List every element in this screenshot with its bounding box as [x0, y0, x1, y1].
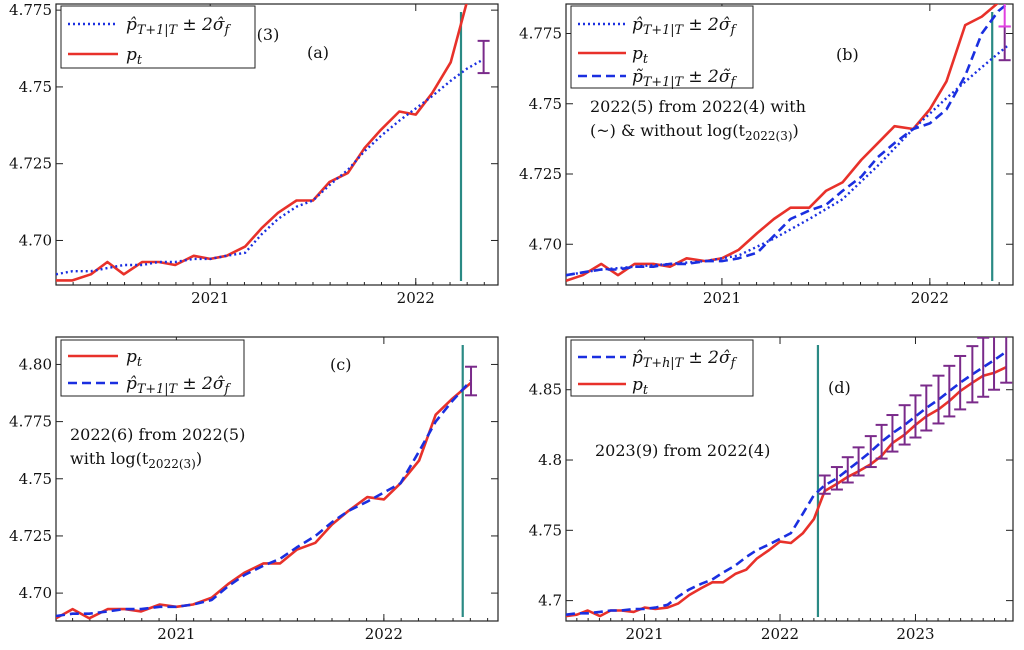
error-bar: [1000, 337, 1013, 384]
y-tick-label: 4.725: [9, 527, 52, 545]
legend-label: pt: [126, 347, 143, 370]
error-bar: [830, 466, 843, 491]
x-tick-label: 2021: [625, 625, 663, 643]
error-bar: [477, 39, 490, 75]
y-tick-label: 4.725: [9, 155, 52, 173]
y-tick-label: 4.70: [529, 235, 562, 253]
series-line-solid: [566, 4, 999, 283]
legend-label: pt: [632, 375, 649, 398]
legend-box: [570, 5, 754, 89]
legend-box: [570, 339, 754, 397]
y-tick-label: 4.8: [538, 451, 562, 469]
y-tick-label: 4.75: [19, 78, 52, 96]
x-tick-label: 2023: [896, 625, 934, 643]
legend: pt p̂T+1|T ± 2σ̂f: [60, 339, 245, 397]
chart-panel-d: 4.7 4.75 4.8 4.85 2021 2022 2023 (d) 2023(9) fro…: [529, 336, 1014, 643]
error-bar: [977, 337, 990, 398]
legend: p̂T+1|T ± 2σ̂f pt: [60, 5, 256, 69]
error-bar: [852, 446, 865, 477]
x-tick-label: 2021: [191, 289, 229, 307]
plot-area: [566, 337, 1013, 618]
error-bar: [932, 374, 945, 425]
panel-label: (a): [307, 43, 329, 62]
annotation-text: 2022(6) from 2022(5): [70, 425, 245, 444]
error-bar: [886, 414, 899, 453]
error-bar: [875, 423, 888, 460]
legend-label: pt: [126, 45, 143, 68]
legend: p̂T+1|T ± 2σ̂f ptp̃T+1|T ± 2σ̃f: [570, 5, 754, 90]
series-line-dashed: [566, 4, 1010, 277]
chart-panel-b: 4.70 4.725 4.75 4.775 2021 2022 (b) 2022(5) fro…: [519, 3, 1014, 307]
plot-area: [56, 345, 478, 620]
y-tick-label: 4.85: [529, 381, 562, 399]
x-tick-label: 2022: [761, 625, 799, 643]
legend-label: pt: [632, 44, 649, 67]
panel-label: (c): [330, 355, 351, 374]
annotation-text: 2023(9) from 2022(4): [595, 441, 770, 460]
y-tick-label: 4.75: [19, 470, 52, 488]
legend-box: [60, 339, 245, 397]
legend-box: [60, 5, 256, 69]
error-bar: [988, 337, 1001, 391]
chart-panel-c: 4.70 4.725 4.75 4.775 4.80 2021 2022 (c) 2022(6)…: [9, 336, 499, 643]
error-bar: [818, 474, 831, 495]
y-tick-label: 4.775: [519, 25, 562, 43]
y-tick-label: 4.7: [538, 592, 562, 610]
legend-label: p̃T+1|T ± 2σ̃f: [632, 67, 737, 90]
legend-label: p̂T+1|T ± 2σ̂f: [126, 374, 231, 397]
panel-label: (b): [836, 45, 859, 64]
error-bar: [898, 404, 911, 446]
legend-label: p̂T+1|T ± 2σ̂f: [632, 15, 737, 38]
error-bar: [998, 4, 1011, 28]
error-bar: [909, 394, 922, 439]
legend-label: p̂T+h|T ± 2σ̂f: [632, 348, 738, 371]
y-tick-label: 4.775: [9, 413, 52, 431]
annotation-text: with log(t2022(3)): [70, 449, 202, 471]
y-tick-label: 4.70: [19, 584, 52, 602]
legend: p̂T+h|T ± 2σ̂f pt: [570, 339, 754, 398]
legend-label: p̂T+1|T ± 2σ̂f: [126, 15, 231, 38]
y-tick-label: 4.75: [529, 521, 562, 539]
plot-area: [56, 4, 490, 282]
error-bar: [465, 365, 478, 397]
error-bar: [954, 354, 967, 411]
error-bar: [841, 456, 854, 484]
series-line-solid: [56, 4, 468, 282]
x-tick-label: 2021: [703, 289, 741, 307]
y-tick-label: 4.725: [519, 165, 562, 183]
y-tick-label: 4.775: [9, 1, 52, 19]
error-bar: [966, 345, 979, 404]
x-tick-label: 2022: [397, 289, 435, 307]
y-tick-label: 4.80: [19, 355, 52, 373]
error-bar: [943, 364, 956, 418]
plot-area: [566, 4, 1011, 283]
x-tick-label: 2022: [365, 625, 403, 643]
x-tick-label: 2021: [157, 625, 195, 643]
series-line-dashed: [566, 350, 1007, 616]
error-bar: [920, 384, 933, 432]
y-tick-label: 4.70: [19, 231, 52, 249]
annotation-text: (~) & without log(t2022(3)): [590, 121, 799, 143]
error-bar: [864, 435, 877, 469]
panel-label: (d): [828, 378, 851, 397]
series-line-dotted: [56, 58, 485, 276]
series-line-dashed: [56, 379, 472, 618]
y-tick-label: 4.75: [529, 95, 562, 113]
annotation-text: 2022(5) from 2022(4) with: [590, 97, 806, 116]
x-tick-label: 2022: [911, 289, 949, 307]
